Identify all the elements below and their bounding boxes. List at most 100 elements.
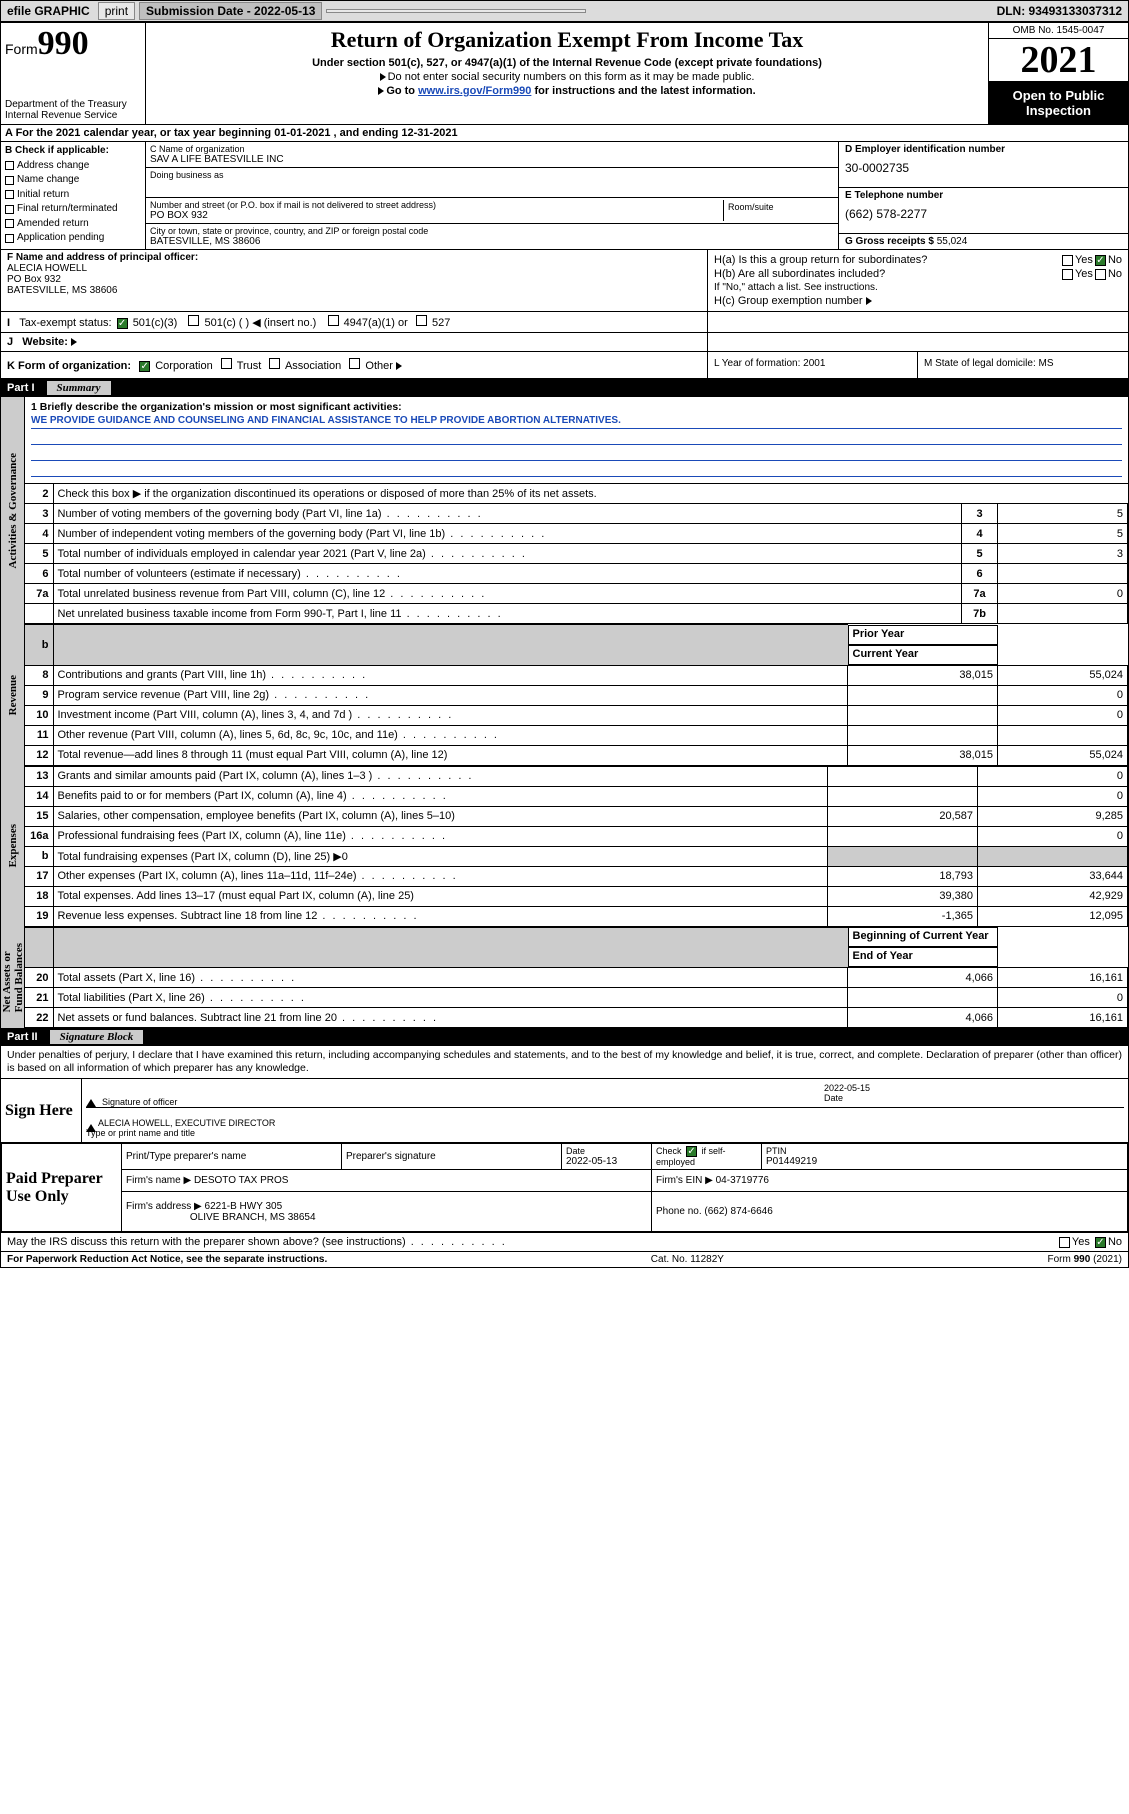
prep-selfemp: Check if self-employed xyxy=(652,1144,762,1170)
row-i: I Tax-exempt status: 501(c)(3) 501(c) ( … xyxy=(1,312,1128,333)
line-3: 3Number of voting members of the governi… xyxy=(25,504,1128,524)
officer-name: ALECIA HOWELL xyxy=(7,263,701,274)
line-19: 19Revenue less expenses. Subtract line 1… xyxy=(25,906,1128,926)
sig-date-label: Date xyxy=(824,1093,843,1103)
addr-label: Number and street (or P.O. box if mail i… xyxy=(150,200,723,210)
part-i-header: Part I Summary xyxy=(1,379,1128,397)
line-21: 21Total liabilities (Part X, line 26)0 xyxy=(25,988,1128,1008)
tel-label: E Telephone number xyxy=(845,190,1122,201)
na-hdr: Beginning of Current YearEnd of Year xyxy=(25,927,1128,968)
goto-note: Go to www.irs.gov/Form990 for instructio… xyxy=(150,85,984,97)
h-ifno: If "No," attach a list. See instructions… xyxy=(714,282,1122,293)
sign-here-label: Sign Here xyxy=(1,1079,81,1142)
chk-trust[interactable] xyxy=(221,358,232,369)
chk-4947[interactable] xyxy=(328,315,339,326)
part-i-label: Part I xyxy=(7,382,43,394)
hc-label: H(c) Group exemption number xyxy=(714,295,863,307)
chk-amended-return[interactable]: Amended return xyxy=(5,217,141,232)
chk-address-change[interactable]: Address change xyxy=(5,159,141,174)
omb-number: OMB No. 1545-0047 xyxy=(989,23,1128,39)
hb-yes[interactable] xyxy=(1062,269,1073,280)
gross-value: 55,024 xyxy=(937,236,968,247)
f-label: F Name and address of principal officer: xyxy=(7,252,701,263)
form-container: Form990 Department of the Treasury Inter… xyxy=(0,22,1129,1268)
chk-527[interactable] xyxy=(416,315,427,326)
sig-name: ALECIA HOWELL, EXECUTIVE DIRECTOR xyxy=(98,1118,1124,1128)
chk-other[interactable] xyxy=(349,358,360,369)
mission-text: WE PROVIDE GUIDANCE AND COUNSELING AND F… xyxy=(31,415,1122,429)
dln-label: DLN: 93493133037312 xyxy=(997,4,1128,18)
na-table: Beginning of Current YearEnd of Year 20T… xyxy=(25,927,1128,1029)
chk-assoc[interactable] xyxy=(269,358,280,369)
sig-date: 2022-05-15 xyxy=(824,1083,1124,1093)
ha-no[interactable] xyxy=(1095,255,1106,266)
hb-no[interactable] xyxy=(1095,269,1106,280)
chk-final-return[interactable]: Final return/terminated xyxy=(5,202,141,217)
chk-501c[interactable] xyxy=(188,315,199,326)
h-b-row: H(b) Are all subordinates included? Yes … xyxy=(714,268,1122,280)
firm-phone: (662) 874-6646 xyxy=(704,1206,772,1217)
line-6: 6Total number of volunteers (estimate if… xyxy=(25,564,1128,584)
prep-h1: Print/Type preparer's name xyxy=(122,1144,342,1170)
mission-line3 xyxy=(31,447,1122,461)
firm-addr1: 6221-B HWY 305 xyxy=(205,1201,283,1212)
mission-line4 xyxy=(31,463,1122,477)
chk-selfemp[interactable] xyxy=(686,1146,697,1157)
i-label: Tax-exempt status: xyxy=(19,317,111,329)
col-d: D Employer identification number 30-0002… xyxy=(838,142,1128,249)
c-addr-block: Number and street (or P.O. box if mail i… xyxy=(146,198,838,224)
may-discuss-row: May the IRS discuss this return with the… xyxy=(1,1232,1128,1251)
org-name: SAV A LIFE BATESVILLE INC xyxy=(150,154,834,165)
line-17: 17Other expenses (Part IX, column (A), l… xyxy=(25,866,1128,886)
chk-corp[interactable] xyxy=(139,361,150,372)
prep-h2: Preparer's signature xyxy=(342,1144,562,1170)
efile-label: efile GRAPHIC xyxy=(1,4,96,18)
line-18: 18Total expenses. Add lines 13–17 (must … xyxy=(25,886,1128,906)
col-f: F Name and address of principal officer:… xyxy=(1,250,708,311)
section-bcde: B Check if applicable: Address change Na… xyxy=(1,142,1128,250)
part-ii-header: Part II Signature Block xyxy=(1,1028,1128,1046)
part-ii-label: Part II xyxy=(7,1031,46,1043)
revenue-section: Revenue bPrior YearCurrent Year 8Contrib… xyxy=(1,624,1128,766)
preparer-table: Paid Preparer Use Only Print/Type prepar… xyxy=(1,1143,1128,1232)
ha-yes[interactable] xyxy=(1062,255,1073,266)
ssn-note: Do not enter social security numbers on … xyxy=(150,71,984,83)
may-no[interactable] xyxy=(1095,1237,1106,1248)
sign-here-right: Signature of officer 2022-05-15Date ALEC… xyxy=(81,1079,1128,1142)
sig-officer-label: Signature of officer xyxy=(102,1097,177,1107)
footer-form: Form 990 (2021) xyxy=(1048,1254,1122,1265)
d-tel-block: E Telephone number (662) 578-2277 xyxy=(839,188,1128,234)
form-number: Form990 xyxy=(5,25,141,63)
tax-year: 2021 xyxy=(989,39,1128,82)
may-yes[interactable] xyxy=(1059,1237,1070,1248)
chk-501c3[interactable] xyxy=(117,318,128,329)
print-button[interactable]: print xyxy=(98,2,135,20)
line-9: 9Program service revenue (Part VIII, lin… xyxy=(25,685,1128,705)
vtab-revenue: Revenue xyxy=(1,624,25,766)
c-name-block: C Name of organization SAV A LIFE BATESV… xyxy=(146,142,838,168)
form-subtitle: Under section 501(c), 527, or 4947(a)(1)… xyxy=(150,57,984,69)
prep-row2: Firm's name ▶ DESOTO TAX PROS Firm's EIN… xyxy=(2,1170,1128,1192)
line-13: 13Grants and similar amounts paid (Part … xyxy=(25,766,1128,786)
signature-block: Under penalties of perjury, I declare th… xyxy=(1,1046,1128,1251)
chk-application-pending[interactable]: Application pending xyxy=(5,231,141,246)
mission-q: 1 Briefly describe the organization's mi… xyxy=(31,401,1122,413)
chk-name-change[interactable]: Name change xyxy=(5,173,141,188)
i-right xyxy=(708,312,1128,332)
mission-line2 xyxy=(31,431,1122,445)
irs-link[interactable]: www.irs.gov/Form990 xyxy=(418,85,531,97)
chk-initial-return[interactable]: Initial return xyxy=(5,188,141,203)
mission-block: 1 Briefly describe the organization's mi… xyxy=(25,397,1128,483)
line-7b: Net unrelated business taxable income fr… xyxy=(25,604,1128,624)
gross-label: G Gross receipts $ xyxy=(845,236,934,247)
footer-pra: For Paperwork Reduction Act Notice, see … xyxy=(7,1254,327,1265)
firm-addr2: OLIVE BRANCH, MS 38654 xyxy=(190,1212,316,1223)
row-k: K Form of organization: Corporation Trus… xyxy=(1,352,1128,379)
form-num: 990 xyxy=(38,25,89,62)
header-left: Form990 Department of the Treasury Inter… xyxy=(1,23,146,124)
line-16a: 16aProfessional fundraising fees (Part I… xyxy=(25,826,1128,846)
line-14: 14Benefits paid to or for members (Part … xyxy=(25,786,1128,806)
sig-name-line: ALECIA HOWELL, EXECUTIVE DIRECTORType or… xyxy=(86,1108,1124,1138)
line-7a: 7aTotal unrelated business revenue from … xyxy=(25,584,1128,604)
j-right xyxy=(708,333,1128,351)
